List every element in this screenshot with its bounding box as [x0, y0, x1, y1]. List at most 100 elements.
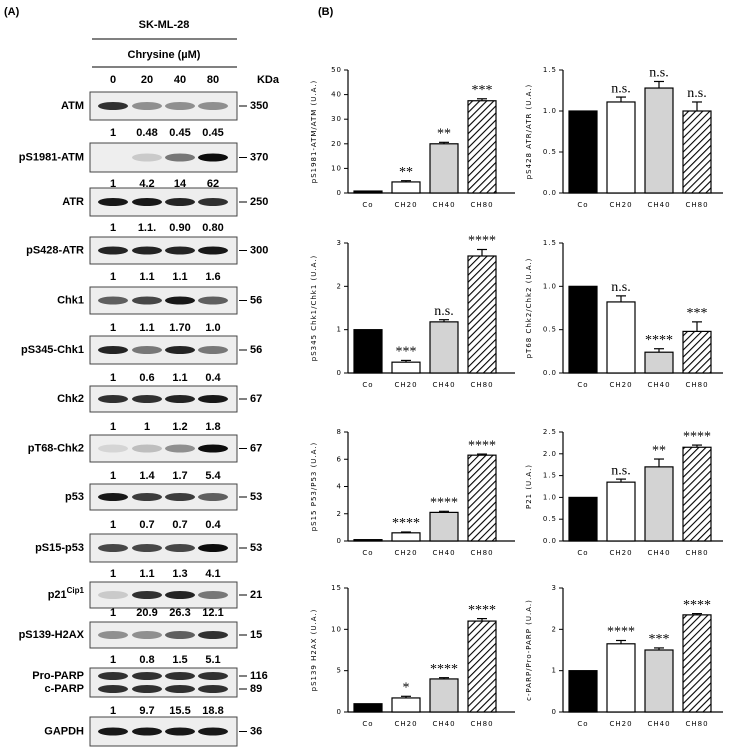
band [98, 296, 128, 305]
x-tick-label: CH80 [470, 549, 493, 557]
x-tick-label: CH40 [432, 720, 455, 728]
band [165, 727, 195, 736]
quantification: 1.7 [172, 470, 187, 482]
x-tick-label: CH40 [647, 720, 670, 728]
quantification: 1 [144, 421, 150, 433]
band [132, 672, 162, 680]
bar [429, 511, 459, 542]
y-tick-label: 2.0 [543, 450, 557, 458]
y-tick-label: 2 [552, 625, 557, 633]
band [198, 444, 228, 453]
y-tick-label: 1.0 [543, 493, 557, 501]
band [132, 493, 162, 501]
band [98, 631, 128, 639]
significance: ** [399, 165, 413, 180]
bar [682, 330, 712, 374]
y-tick-label: 1.5 [543, 472, 557, 480]
bar [682, 446, 712, 542]
bar [353, 190, 383, 194]
kda-label: 15 [250, 629, 262, 641]
y-tick-label: 1.5 [543, 239, 557, 247]
kda-label: 36 [250, 725, 262, 737]
band [198, 102, 228, 110]
y-axis-label: P21 (U.A.) [525, 464, 533, 509]
quantification: 0.7 [139, 519, 154, 531]
bar [467, 454, 497, 542]
x-tick-label: CH20 [394, 201, 417, 209]
label-main: ATM [61, 100, 84, 112]
panel-label: (A) [4, 6, 20, 18]
label-main: Chk2 [57, 393, 84, 405]
y-axis-label: pS1981-ATM/ATM (U.A.) [310, 80, 318, 183]
y-axis-label: pS345 Chk1/Chk1 (U.A.) [310, 255, 318, 361]
significance: *** [396, 345, 417, 360]
band [165, 246, 195, 255]
significance: **** [683, 598, 711, 613]
quantification: 20.9 [136, 607, 157, 619]
bar [682, 614, 712, 713]
bar [644, 649, 674, 713]
bar [644, 466, 674, 542]
x-tick-label: CH80 [685, 381, 708, 389]
label-main: pS428-ATR [26, 244, 84, 256]
y-tick-label: 1.5 [543, 66, 557, 74]
band [165, 631, 195, 639]
band [198, 685, 228, 693]
label-main: ATR [62, 196, 84, 208]
band [165, 102, 195, 110]
band [165, 444, 195, 453]
x-tick-label: CH80 [470, 201, 493, 209]
band [198, 296, 228, 305]
bar [606, 301, 636, 374]
bar [568, 110, 598, 194]
band [198, 591, 228, 599]
x-tick-label: CH20 [394, 720, 417, 728]
blot-label: Chk2 [57, 393, 84, 405]
y-axis-label: pS139 H2AX (U.A.) [310, 609, 318, 692]
quantification: 4.2 [139, 178, 154, 190]
kda-label: 370 [250, 151, 268, 163]
y-tick-label: 5 [337, 667, 342, 675]
quantification: 1.6 [205, 271, 220, 283]
bar [391, 181, 421, 194]
y-tick-label: 0 [552, 708, 557, 716]
bar [429, 321, 459, 374]
significance: **** [683, 429, 711, 444]
bar [606, 643, 636, 713]
y-tick-label: 2 [337, 510, 342, 518]
band [132, 102, 162, 110]
significance: * [403, 681, 410, 696]
band [132, 198, 162, 206]
blot-label: p53 [65, 491, 84, 503]
band [165, 591, 195, 599]
band [98, 395, 128, 403]
blot-label: Chk1 [57, 294, 84, 306]
y-tick-label: 2.5 [543, 428, 557, 436]
significance: **** [468, 603, 496, 618]
quantification: 1 [110, 607, 116, 619]
y-axis-label: c-PARP/Pro-PARP (U.A.) [525, 599, 533, 701]
y-tick-label: 1 [552, 667, 557, 675]
quantification: 0.45 [202, 127, 223, 139]
band [132, 631, 162, 639]
x-tick-label: Co [362, 720, 373, 728]
significance: ** [652, 443, 666, 458]
bar [606, 101, 636, 194]
x-tick-label: Co [577, 720, 588, 728]
quantification: 1.1 [172, 372, 187, 384]
band [132, 727, 162, 736]
y-tick-label: 50 [331, 66, 342, 74]
quantification: 1.4 [139, 470, 155, 482]
x-tick-label: Co [577, 201, 588, 209]
y-tick-label: 1.0 [543, 107, 557, 115]
x-tick-label: CH40 [647, 381, 670, 389]
label-main: p21 [48, 589, 67, 601]
label-main: pS15-p53 [35, 542, 84, 554]
band [198, 493, 228, 501]
y-tick-label: 10 [331, 625, 342, 633]
band [165, 493, 195, 501]
bar [644, 87, 674, 194]
blot-label: p21Cip1 [48, 586, 85, 601]
y-tick-label: 0 [337, 369, 342, 377]
band [98, 154, 128, 162]
